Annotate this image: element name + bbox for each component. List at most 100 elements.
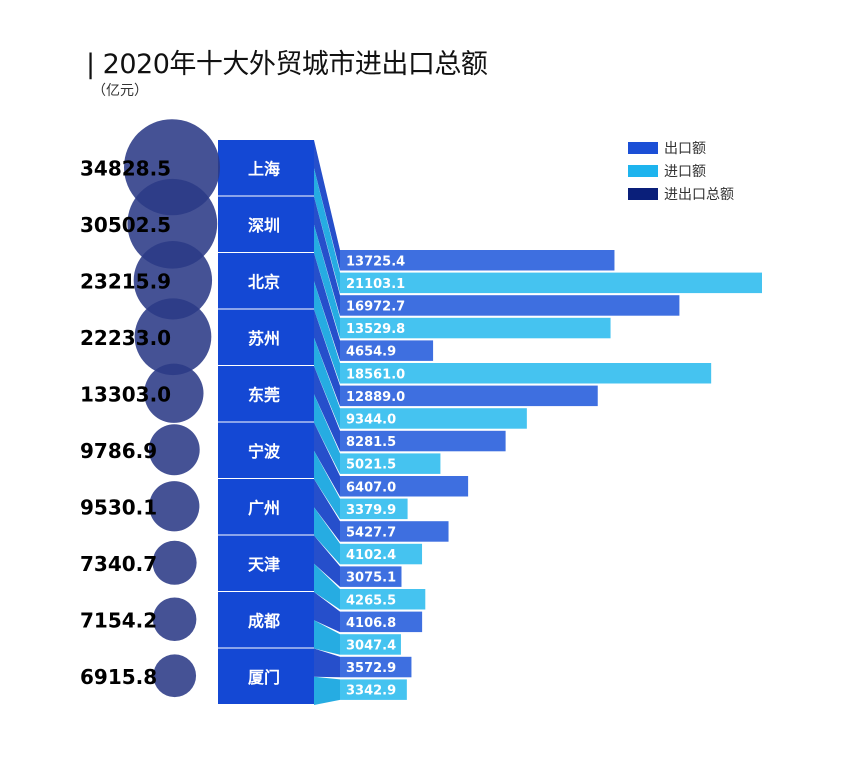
- city-label-6: 广州: [248, 498, 280, 517]
- city-label-9: 厦门: [248, 668, 280, 687]
- bar-import-7: [340, 408, 527, 429]
- city-label-2: 北京: [248, 272, 280, 291]
- legend: 出口额 进口额 进出口总额: [628, 136, 734, 205]
- connector-1: [314, 168, 340, 294]
- connector-7: [314, 337, 340, 429]
- connector-11: [314, 450, 340, 520]
- total-value-label-4: 13303.0: [80, 382, 171, 406]
- bar-import-15: [340, 589, 426, 610]
- total-circle-6: [149, 481, 200, 532]
- total-value-label-8: 7154.2: [80, 608, 157, 632]
- total-value-label-0: 34828.5: [80, 156, 171, 180]
- connector-19: [314, 676, 340, 705]
- city-block-0: [218, 140, 314, 196]
- legend-item-import: 进口额: [628, 159, 734, 182]
- connector-2: [314, 196, 340, 316]
- bar-label-2: 16972.7: [346, 299, 405, 314]
- connector-15: [314, 563, 340, 610]
- city-block-3: [218, 309, 314, 365]
- city-block-6: [218, 479, 314, 535]
- legend-swatch-import: [628, 164, 658, 177]
- legend-swatch-export: [628, 141, 658, 154]
- total-circle-1: [127, 178, 218, 269]
- total-value-label-3: 22233.0: [80, 326, 171, 350]
- bar-import-1: [340, 272, 762, 294]
- total-value-label-1: 30502.5: [80, 213, 171, 237]
- bar-label-12: 5427.7: [346, 525, 396, 540]
- legend-swatch-total: [628, 187, 658, 200]
- city-label-4: 东莞: [248, 385, 280, 404]
- bar-label-1: 21103.1: [346, 277, 405, 292]
- city-block-7: [218, 535, 314, 591]
- bar-label-9: 5021.5: [346, 458, 396, 473]
- connector-12: [314, 479, 340, 542]
- connector-16: [314, 592, 340, 633]
- city-label-8: 成都: [248, 611, 280, 630]
- bar-label-8: 8281.5: [346, 435, 396, 450]
- legend-label-import: 进口额: [664, 163, 706, 180]
- total-circle-2: [133, 241, 213, 320]
- bar-label-11: 3379.9: [346, 503, 396, 518]
- total-circle-8: [152, 597, 197, 642]
- bar-export-0: [340, 250, 615, 271]
- bar-export-6: [340, 385, 598, 407]
- city-block-2: [218, 253, 314, 309]
- total-value-label-6: 9530.1: [80, 495, 157, 519]
- connector-18: [314, 648, 340, 678]
- bar-import-9: [340, 453, 441, 474]
- connector-17: [314, 620, 340, 655]
- city-block-8: [218, 592, 314, 648]
- bar-label-18: 3572.9: [346, 661, 396, 676]
- total-circle-3: [134, 298, 212, 376]
- bar-label-19: 3342.9: [346, 684, 396, 699]
- city-block-9: [218, 648, 314, 704]
- bar-export-4: [340, 340, 434, 361]
- city-label-1: 深圳: [248, 216, 280, 235]
- bar-import-3: [340, 317, 611, 339]
- bar-label-10: 6407.0: [346, 480, 396, 495]
- city-block-1: [218, 196, 314, 252]
- total-circle-9: [153, 654, 197, 698]
- city-label-0: 上海: [248, 159, 280, 178]
- connector-6: [314, 309, 340, 407]
- connector-13: [314, 507, 340, 565]
- total-value-label-7: 7340.7: [80, 552, 157, 576]
- bar-import-5: [340, 363, 712, 384]
- bar-import-13: [340, 543, 423, 565]
- bar-label-14: 3075.1: [346, 571, 396, 586]
- city-label-7: 天津: [248, 555, 280, 574]
- total-value-label-5: 9786.9: [80, 439, 157, 463]
- bar-export-18: [340, 656, 412, 678]
- total-value-label-9: 6915.8: [80, 665, 157, 689]
- bar-label-15: 4265.5: [346, 593, 396, 608]
- legend-item-total: 进出口总额: [628, 182, 734, 205]
- bar-label-4: 4654.9: [346, 345, 396, 360]
- bar-import-17: [340, 634, 401, 655]
- connector-9: [314, 394, 340, 474]
- city-block-5: [218, 422, 314, 478]
- bar-label-17: 3047.4: [346, 638, 396, 653]
- total-circle-5: [148, 424, 200, 476]
- bar-label-7: 9344.0: [346, 412, 396, 427]
- bar-import-19: [340, 679, 407, 700]
- bar-export-8: [340, 430, 506, 452]
- bar-import-11: [340, 498, 408, 520]
- legend-item-export: 出口额: [628, 136, 734, 159]
- bar-label-13: 4102.4: [346, 548, 396, 563]
- unit-label: （亿元）: [92, 83, 148, 99]
- bar-label-16: 4106.8: [346, 616, 396, 631]
- connector-14: [314, 535, 340, 587]
- chart-title: | 2020年十大外贸城市进出口总额: [86, 49, 488, 80]
- legend-label-export: 出口额: [664, 140, 706, 157]
- connector-8: [314, 366, 340, 452]
- legend-label-total: 进出口总额: [664, 186, 734, 203]
- connector-5: [314, 281, 340, 384]
- total-value-label-2: 23215.9: [80, 269, 171, 293]
- connector-3: [314, 224, 340, 339]
- connector-0: [314, 140, 340, 271]
- bar-export-12: [340, 521, 449, 542]
- city-block-4: [218, 366, 314, 422]
- connector-10: [314, 422, 340, 497]
- bar-export-16: [340, 611, 423, 633]
- bar-label-5: 18561.0: [346, 367, 405, 382]
